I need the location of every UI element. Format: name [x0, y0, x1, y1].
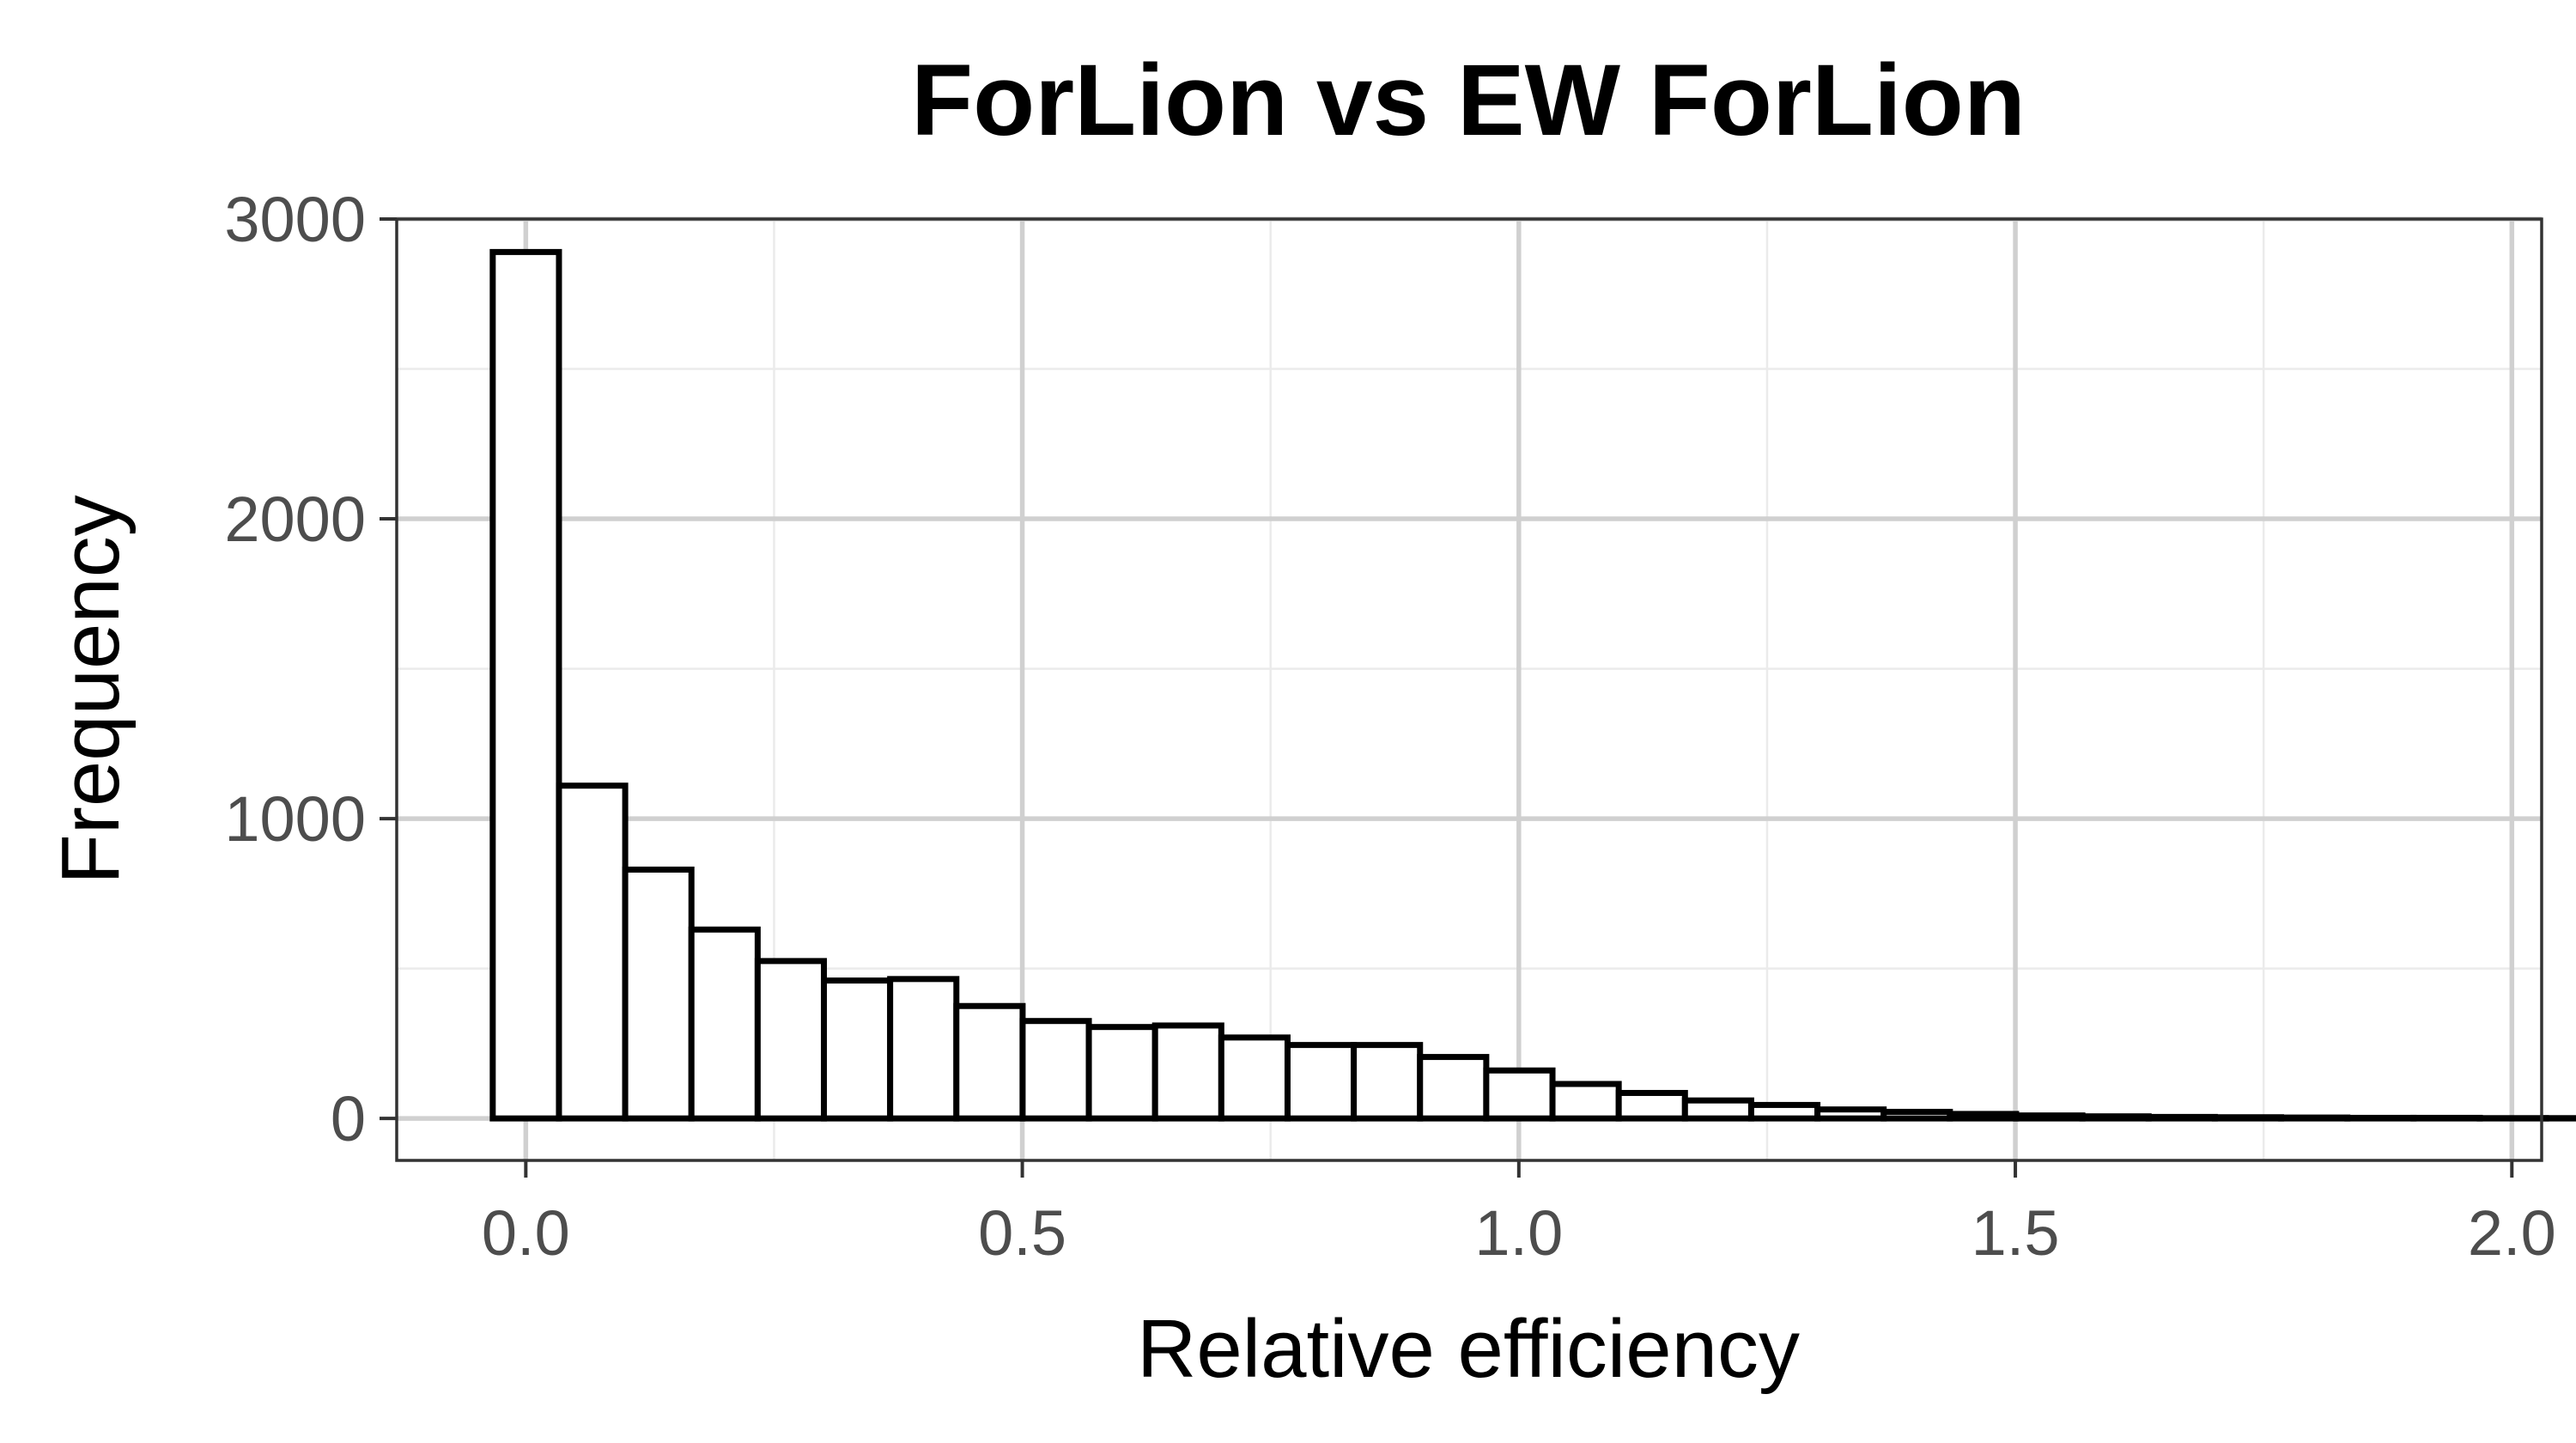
histogram-bar [622, 866, 695, 1122]
histogram-bar [2211, 1114, 2285, 1122]
y-tick-label: 2000 [224, 484, 366, 555]
histogram-bar [2410, 1114, 2483, 1122]
histogram-bar [2079, 1113, 2152, 1122]
histogram-bar [2145, 1113, 2218, 1122]
histogram-bar [2278, 1114, 2351, 1122]
x-axis-title: Relative efficiency [1137, 1303, 1800, 1395]
y-tick-label: 1000 [224, 783, 366, 855]
histogram-bar [1747, 1101, 1821, 1122]
histogram-bar [2344, 1114, 2417, 1122]
histogram-bar [754, 958, 828, 1122]
histogram-bar [821, 977, 894, 1122]
y-tick-label: 3000 [224, 184, 366, 255]
histogram-bar [1549, 1081, 1622, 1122]
histogram-bar [1880, 1108, 1953, 1122]
histogram-bar [953, 1002, 1026, 1122]
histogram-bar [1483, 1067, 1556, 1122]
y-axis: 0 1000 2000 3000 [224, 184, 397, 1154]
chart-title: ForLion vs EW ForLion [911, 44, 2026, 157]
x-tick-label: 2.0 [2468, 1197, 2556, 1269]
x-tick-label: 1.5 [1971, 1197, 2060, 1269]
minor-gridlines [397, 219, 2542, 1160]
histogram-bar [887, 976, 960, 1122]
plot-panel-border [395, 217, 2543, 1162]
x-tick-label: 1.0 [1474, 1197, 1563, 1269]
histogram-bar [1681, 1097, 1754, 1122]
histogram-bar [1615, 1089, 1688, 1122]
histogram-bar [1284, 1042, 1358, 1122]
y-axis-title: Frequency [45, 495, 137, 885]
histogram-bar [556, 782, 629, 1122]
histogram-bar [489, 248, 562, 1122]
histogram-bar [1151, 1022, 1224, 1122]
histogram-bar [1351, 1042, 1424, 1122]
histogram-bar [1947, 1111, 2020, 1122]
histogram-bar [2013, 1112, 2086, 1122]
histogram-bar [1019, 1018, 1092, 1122]
histogram-bar [1085, 1024, 1158, 1122]
x-tick-label: 0.5 [978, 1197, 1066, 1269]
histogram-bar [1814, 1106, 1887, 1122]
histogram-bar [1417, 1054, 1490, 1122]
histogram-bars [489, 248, 2576, 1122]
y-tick-label: 0 [331, 1083, 366, 1154]
x-tick-label: 0.0 [482, 1197, 570, 1269]
histogram-bar [1218, 1034, 1291, 1122]
x-axis: 0.0 0.5 1.0 1.5 2.0 [482, 1160, 2556, 1269]
histogram-bar [688, 926, 761, 1122]
